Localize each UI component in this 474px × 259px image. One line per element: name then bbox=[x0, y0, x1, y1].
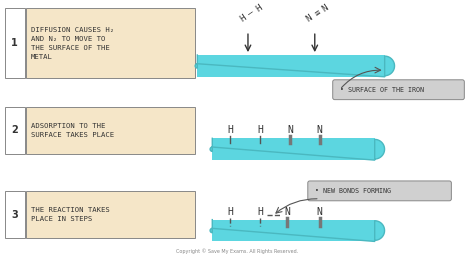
Wedge shape bbox=[195, 64, 197, 68]
Text: H: H bbox=[254, 3, 264, 13]
FancyBboxPatch shape bbox=[333, 80, 465, 100]
Wedge shape bbox=[374, 221, 384, 240]
Wedge shape bbox=[210, 147, 212, 152]
Text: ADSORPTION TO THE
SURFACE TAKES PLACE: ADSORPTION TO THE SURFACE TAKES PLACE bbox=[31, 123, 114, 138]
Text: H: H bbox=[257, 125, 263, 135]
Text: 1: 1 bbox=[11, 38, 18, 48]
Text: N: N bbox=[317, 125, 323, 135]
Text: N: N bbox=[321, 3, 330, 13]
Text: Copyright © Save My Exams. All Rights Reserved.: Copyright © Save My Exams. All Rights Re… bbox=[176, 249, 298, 254]
Text: N: N bbox=[284, 207, 290, 217]
Wedge shape bbox=[210, 228, 212, 233]
Text: H: H bbox=[257, 207, 263, 217]
Text: ≡: ≡ bbox=[313, 8, 322, 18]
FancyBboxPatch shape bbox=[26, 106, 195, 154]
FancyBboxPatch shape bbox=[5, 8, 25, 78]
Text: 2: 2 bbox=[11, 125, 18, 135]
Text: N: N bbox=[317, 207, 323, 217]
Text: —: — bbox=[246, 8, 255, 18]
FancyBboxPatch shape bbox=[212, 138, 374, 160]
Text: H: H bbox=[227, 207, 233, 217]
FancyBboxPatch shape bbox=[197, 55, 385, 77]
Text: N: N bbox=[305, 13, 314, 23]
Text: N: N bbox=[287, 125, 293, 135]
Text: THE REACTION TAKES
PLACE IN STEPS: THE REACTION TAKES PLACE IN STEPS bbox=[31, 207, 109, 222]
Wedge shape bbox=[385, 56, 394, 76]
Text: • NEW BONDS FORMING: • NEW BONDS FORMING bbox=[315, 188, 391, 194]
FancyBboxPatch shape bbox=[5, 191, 25, 239]
Text: 3: 3 bbox=[11, 210, 18, 220]
Text: H: H bbox=[238, 13, 247, 23]
FancyBboxPatch shape bbox=[308, 181, 451, 201]
Text: H: H bbox=[227, 125, 233, 135]
Text: DIFFUSION CAUSES H₂
AND N₂ TO MOVE TO
THE SURFACE OF THE
METAL: DIFFUSION CAUSES H₂ AND N₂ TO MOVE TO TH… bbox=[31, 27, 114, 60]
FancyBboxPatch shape bbox=[26, 191, 195, 239]
FancyBboxPatch shape bbox=[5, 106, 25, 154]
Wedge shape bbox=[374, 139, 384, 159]
FancyBboxPatch shape bbox=[26, 8, 195, 78]
FancyBboxPatch shape bbox=[212, 220, 374, 241]
Text: • SURFACE OF THE IRON: • SURFACE OF THE IRON bbox=[340, 87, 424, 93]
